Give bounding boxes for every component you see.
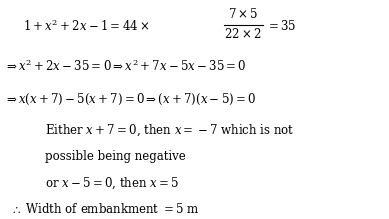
Text: or $x - 5 = 0$, then $x = 5$: or $x - 5 = 0$, then $x = 5$ — [45, 175, 179, 191]
Text: Either $x + 7 = 0$, then $x = -7$ which is not: Either $x + 7 = 0$, then $x = -7$ which … — [45, 123, 294, 138]
Text: $1 + x^2 + 2x - 1 = 44 \times$: $1 + x^2 + 2x - 1 = 44 \times$ — [23, 18, 150, 34]
Text: $22\times2$: $22\times2$ — [224, 27, 262, 41]
Text: possible being negative: possible being negative — [45, 150, 186, 163]
Text: $\therefore$ Width of embankment $= 5$ m: $\therefore$ Width of embankment $= 5$ m — [10, 202, 200, 216]
Text: $7\times5$: $7\times5$ — [228, 7, 258, 21]
Text: $\Rightarrow x(x + 7) - 5(x + 7) = 0 \Rightarrow (x + 7)(x - 5) = 0$: $\Rightarrow x(x + 7) - 5(x + 7) = 0 \Ri… — [4, 92, 256, 107]
Text: $= 35$: $= 35$ — [266, 19, 297, 33]
Text: $\Rightarrow x^2 + 2x - 35 = 0 \Rightarrow x^2 + 7x - 5x - 35 = 0$: $\Rightarrow x^2 + 2x - 35 = 0 \Rightarr… — [4, 58, 247, 74]
